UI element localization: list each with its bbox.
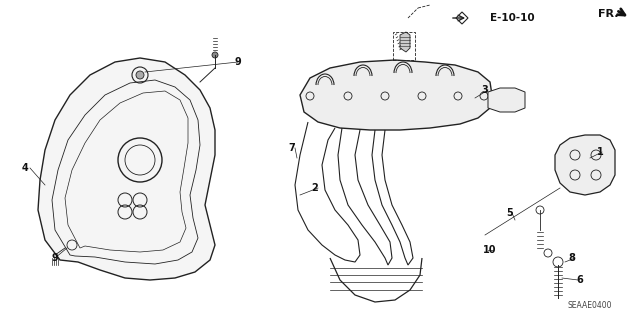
Text: 9: 9 bbox=[52, 253, 58, 263]
Text: E-10-10: E-10-10 bbox=[490, 13, 534, 23]
Polygon shape bbox=[555, 135, 615, 195]
Polygon shape bbox=[38, 58, 215, 280]
Text: 3: 3 bbox=[482, 85, 488, 95]
Text: 9: 9 bbox=[235, 57, 241, 67]
Text: 5: 5 bbox=[507, 208, 513, 218]
Polygon shape bbox=[488, 88, 525, 112]
Text: FR.: FR. bbox=[598, 9, 618, 19]
Circle shape bbox=[212, 52, 218, 58]
Text: 10: 10 bbox=[483, 245, 497, 255]
Polygon shape bbox=[300, 60, 492, 130]
Circle shape bbox=[136, 71, 144, 79]
Text: SEAAE0400: SEAAE0400 bbox=[568, 301, 612, 310]
Text: 7: 7 bbox=[289, 143, 296, 153]
Text: 2: 2 bbox=[312, 183, 318, 193]
Text: 8: 8 bbox=[568, 253, 575, 263]
Text: 1: 1 bbox=[596, 147, 604, 157]
Polygon shape bbox=[456, 12, 468, 24]
Text: 6: 6 bbox=[577, 275, 584, 285]
Polygon shape bbox=[400, 32, 410, 52]
Text: 4: 4 bbox=[22, 163, 28, 173]
